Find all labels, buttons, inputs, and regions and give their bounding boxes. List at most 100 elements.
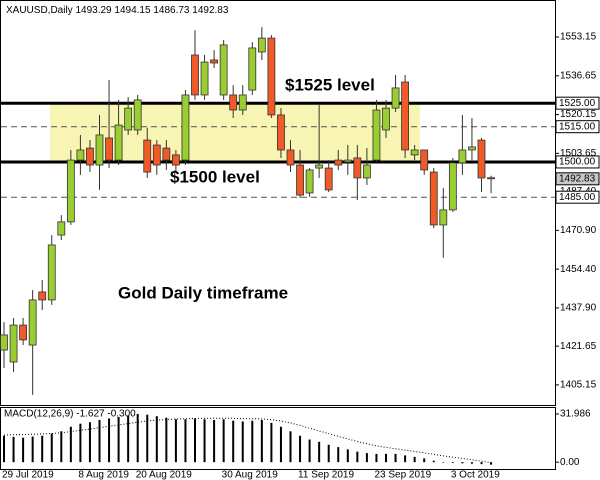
candle-body xyxy=(248,47,257,91)
level-label: 1525.00 xyxy=(559,98,596,109)
candle-body xyxy=(238,94,247,111)
candle-body xyxy=(0,334,8,351)
candle-body xyxy=(95,134,104,166)
candle-body xyxy=(191,54,199,96)
candle-body xyxy=(401,81,410,151)
candle-body xyxy=(286,149,295,166)
candle-body xyxy=(181,94,190,161)
last-price-box xyxy=(555,172,600,186)
y2-tick-label: 31.986 xyxy=(560,409,591,420)
candle-body xyxy=(372,109,381,161)
macd-bar xyxy=(3,435,5,463)
y-tick-label: 1470.90 xyxy=(560,225,597,236)
level-box xyxy=(555,155,600,169)
macd-frame xyxy=(0,407,556,470)
macd-bar xyxy=(375,453,378,463)
macd-bar xyxy=(155,416,158,463)
macd-bar xyxy=(318,441,321,463)
macd-bar xyxy=(442,462,445,463)
y-tick-label: 1553.15 xyxy=(560,32,597,43)
macd-bar xyxy=(251,420,254,463)
candle-body xyxy=(334,159,343,166)
signal-line xyxy=(3,417,492,464)
x-tick-label: 29 Jul 2019 xyxy=(2,470,54,480)
macd-bar xyxy=(69,426,72,463)
macd-bar xyxy=(451,462,454,463)
candle-body xyxy=(305,169,314,194)
macd-bar xyxy=(165,417,168,463)
macd-bar xyxy=(12,436,15,463)
macd-bar xyxy=(308,439,311,463)
macd-bar xyxy=(461,462,464,464)
level-label: 1485.00 xyxy=(559,192,596,203)
macd-bar xyxy=(203,419,206,463)
macd-bar xyxy=(470,462,473,464)
macd-bar xyxy=(88,422,91,463)
chart-header: XAUUSD,Daily 1493.29 1494.15 1486.73 149… xyxy=(6,5,229,16)
macd-bar xyxy=(260,419,263,463)
x-tick-label: 8 Aug 2019 xyxy=(78,470,129,480)
candle-body xyxy=(219,44,228,96)
candle-body xyxy=(257,37,266,53)
candle-body xyxy=(362,164,371,179)
y-tick-label: 1536.65 xyxy=(560,70,597,81)
level-box xyxy=(555,190,600,204)
candle-body xyxy=(210,59,219,64)
macd-bar xyxy=(194,418,196,463)
macd-bar xyxy=(127,415,130,463)
candle-body xyxy=(429,171,438,226)
candle-body xyxy=(38,291,47,301)
annotation: $1525 level xyxy=(285,75,375,94)
y-tick-label: 1520.15 xyxy=(560,109,597,120)
candle-body xyxy=(391,87,400,109)
macd-bar xyxy=(31,436,34,463)
macd-bar xyxy=(41,435,44,463)
macd-bar xyxy=(270,422,273,463)
macd-bar xyxy=(299,435,302,463)
x-tick-label: 11 Sep 2019 xyxy=(298,470,354,480)
candle-body xyxy=(47,244,56,301)
candle-body xyxy=(66,159,75,223)
candle-body xyxy=(143,139,152,173)
macd-bar xyxy=(356,451,359,463)
x-tick-label: 3 Oct 2019 xyxy=(451,470,500,480)
candle-body xyxy=(477,139,486,179)
last-high: 1494.15 xyxy=(114,5,151,16)
y-tick-label: 1503.65 xyxy=(560,148,597,159)
annotation: $1500 level xyxy=(170,167,260,186)
macd-bar xyxy=(50,433,53,463)
macd-bar xyxy=(108,418,111,463)
candle-body xyxy=(162,147,171,161)
candle-body xyxy=(57,221,66,236)
macd-bar xyxy=(22,437,25,463)
annotation: Gold Daily timeframe xyxy=(118,283,288,302)
x-tick-label: 23 Sep 2019 xyxy=(374,470,431,480)
x-tick-label: 20 Aug 2019 xyxy=(136,470,193,480)
macd-bar xyxy=(241,421,244,463)
candle-body xyxy=(420,149,429,171)
macd-bar xyxy=(413,456,416,463)
last-close: 1492.83 xyxy=(192,5,229,16)
candle-body xyxy=(410,149,419,156)
level-box xyxy=(555,96,600,110)
candle-body xyxy=(76,149,85,161)
candle-body xyxy=(133,99,142,131)
macd-bar xyxy=(60,431,63,463)
level-label: 1515.00 xyxy=(559,121,596,132)
macd-bar xyxy=(184,419,187,463)
candle-body xyxy=(324,167,333,191)
macd-bar xyxy=(404,455,407,463)
last-open: 1493.29 xyxy=(75,5,112,16)
macd-bar xyxy=(222,419,225,463)
candle-body xyxy=(468,146,476,151)
level-box xyxy=(555,120,600,134)
macd-title: MACD(12,26,9) -1.627 -0.300 xyxy=(4,409,136,420)
macd-bar xyxy=(98,419,101,463)
last-price-label: 1492.83 xyxy=(559,173,596,184)
macd-bar xyxy=(279,426,282,463)
candle-body xyxy=(353,157,362,179)
macd-bar xyxy=(432,460,435,463)
macd-bar xyxy=(337,447,340,463)
candle-body xyxy=(439,209,448,226)
